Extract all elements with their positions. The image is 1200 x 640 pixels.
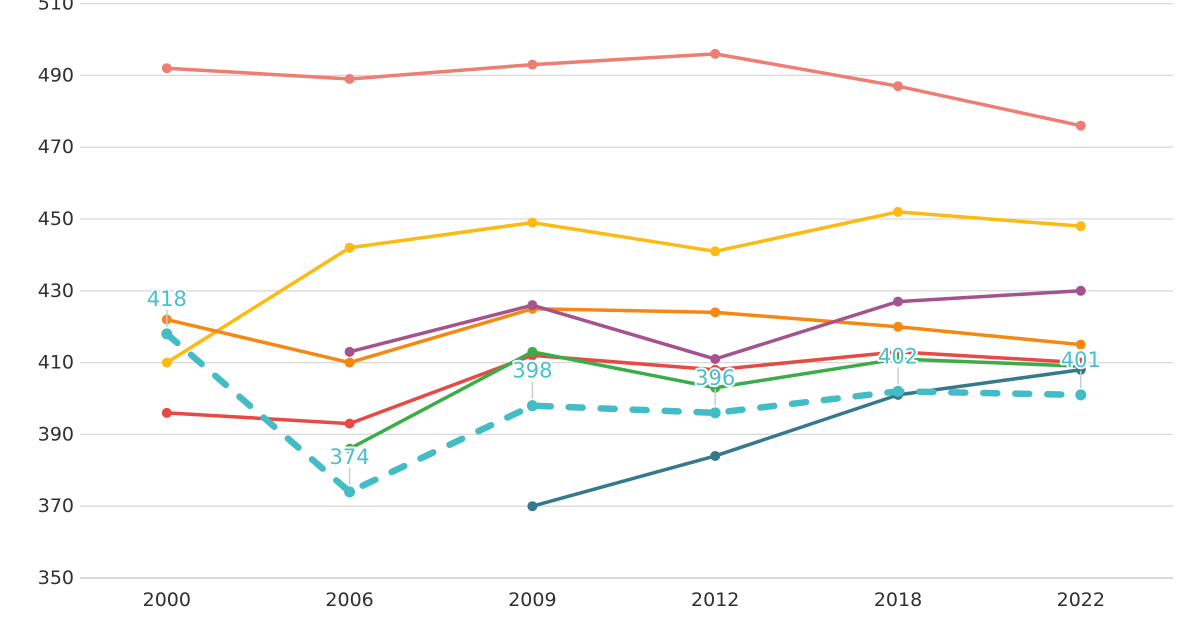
teal-dashed-line-point xyxy=(892,385,904,397)
gold-line-point xyxy=(161,357,172,368)
purple-line-point xyxy=(344,346,355,357)
data-point-label: 398 xyxy=(512,359,552,383)
red-line xyxy=(166,350,1081,426)
data-point-label: 396 xyxy=(695,366,735,390)
data-point-label: 418 xyxy=(147,287,187,311)
x-tick-label: 2022 xyxy=(1057,589,1105,611)
teal-dashed-line-point xyxy=(526,400,538,412)
green-line-point xyxy=(710,382,721,393)
green-line-point xyxy=(527,346,538,357)
orange-line-point xyxy=(344,357,355,368)
green-line-point xyxy=(893,354,903,365)
purple-line xyxy=(349,289,1081,361)
data-point-label: 401 xyxy=(1061,348,1101,372)
gold-line-point xyxy=(344,242,355,253)
data-point-label: 402 xyxy=(878,344,918,368)
teal-dashed-line-point xyxy=(344,486,356,498)
y-tick-label: 450 xyxy=(38,208,74,230)
y-tick-label: 370 xyxy=(38,495,74,517)
teal-dashed-line-point xyxy=(161,328,173,340)
orange-line-point xyxy=(710,307,721,318)
purple-line-point xyxy=(893,296,903,307)
purple-line-point xyxy=(1075,285,1086,296)
x-tick-label: 2000 xyxy=(143,589,191,611)
purple-line-point xyxy=(710,354,721,365)
y-tick-label: 410 xyxy=(38,352,74,374)
gold-line-point xyxy=(1075,221,1086,232)
purple-line-point xyxy=(527,300,538,311)
y-tick-label: 490 xyxy=(38,64,74,86)
x-tick-label: 2018 xyxy=(874,589,922,611)
steelblue-line-point xyxy=(710,450,721,461)
y-tick-label: 470 xyxy=(38,136,74,158)
green-line-point xyxy=(344,443,355,454)
salmon-line-point xyxy=(1075,120,1086,131)
x-tick-label: 2009 xyxy=(508,589,556,611)
red-line-point xyxy=(344,418,355,429)
salmon-line-point xyxy=(344,73,355,84)
orange-line xyxy=(166,307,1081,365)
salmon-line-point xyxy=(710,48,721,59)
gold-line-point xyxy=(527,217,538,228)
salmon-line-point xyxy=(527,59,538,70)
teal-dashed-line-point xyxy=(1075,389,1087,401)
steelblue-line-point xyxy=(1075,364,1086,375)
y-tick-label: 430 xyxy=(38,280,74,302)
teal-dashed-line xyxy=(163,330,1085,496)
salmon-line xyxy=(166,52,1082,128)
steelblue-line xyxy=(531,368,1082,508)
steelblue-line-point xyxy=(527,501,538,512)
x-tick-label: 2012 xyxy=(691,589,739,611)
orange-line-point xyxy=(1075,339,1086,350)
red-line-point xyxy=(710,364,721,375)
red-line-point xyxy=(893,346,903,357)
salmon-line-point xyxy=(161,63,172,74)
y-tick-label: 510 xyxy=(38,0,74,15)
data-point-label: 374 xyxy=(330,445,370,469)
gold-line-point xyxy=(710,246,721,257)
gold-line xyxy=(165,210,1081,365)
red-line-point xyxy=(161,407,172,418)
gold-line-point xyxy=(893,206,903,217)
y-tick-label: 350 xyxy=(38,567,74,589)
salmon-line-point xyxy=(893,81,903,92)
y-tick-label: 390 xyxy=(38,423,74,445)
orange-line-point xyxy=(893,321,903,332)
x-tick-label: 2006 xyxy=(325,589,373,611)
teal-dashed-line-point xyxy=(709,407,721,419)
